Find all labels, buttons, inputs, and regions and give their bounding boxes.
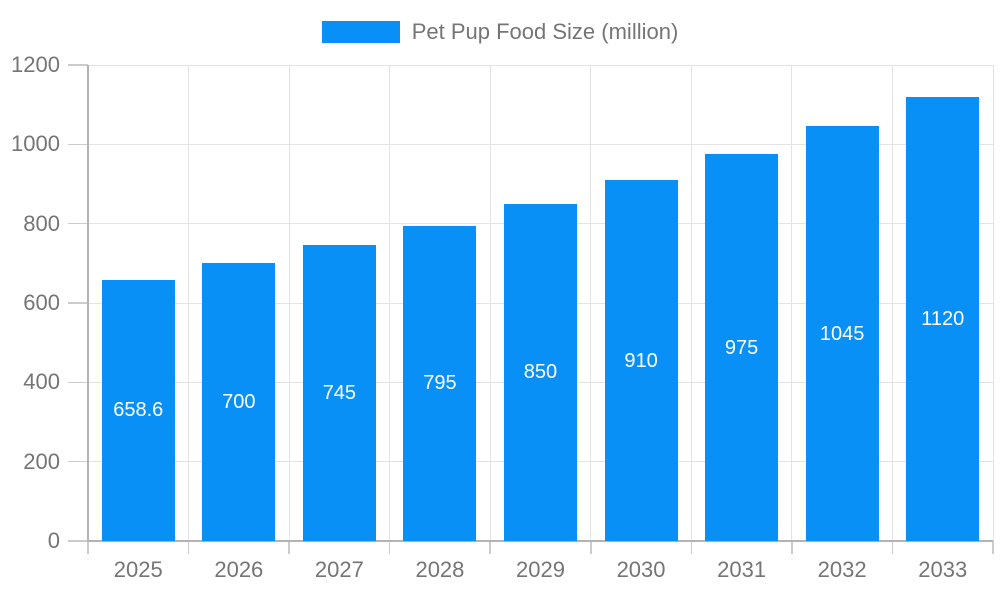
y-tick bbox=[68, 540, 88, 542]
bar[interactable]: 795 bbox=[403, 225, 477, 541]
v-gridline bbox=[288, 65, 290, 541]
y-tick bbox=[68, 381, 88, 384]
x-tick-label: 2026 bbox=[214, 557, 264, 582]
v-gridline bbox=[188, 65, 190, 541]
y-tick-label: 1200 bbox=[11, 52, 60, 77]
bar[interactable]: 700 bbox=[202, 263, 276, 541]
x-tick bbox=[791, 541, 793, 554]
y-tick bbox=[68, 143, 88, 146]
x-tick bbox=[187, 541, 190, 554]
x-tick bbox=[388, 541, 391, 554]
bar-value-label: 1120 bbox=[921, 307, 965, 330]
x-tick-label: 2028 bbox=[415, 557, 465, 582]
bar-value-label: 700 bbox=[222, 391, 256, 414]
bar[interactable]: 658.6 bbox=[101, 279, 175, 541]
x-axis bbox=[88, 540, 993, 542]
plot-area: 0 200 400 600 800 1000 1200 658.6 2025 700 2026 745… bbox=[11, 52, 994, 582]
bar-value-label: 910 bbox=[624, 349, 658, 372]
x-tick bbox=[87, 541, 89, 554]
v-gridline bbox=[791, 65, 793, 541]
v-gridline bbox=[489, 65, 491, 541]
h-gridline bbox=[88, 143, 993, 145]
x-tick bbox=[590, 541, 592, 554]
x-tick bbox=[288, 541, 290, 554]
y-tick bbox=[68, 64, 88, 66]
bar[interactable]: 745 bbox=[302, 245, 376, 541]
chart-legend[interactable]: Pet Pup Food Size (million) bbox=[0, 21, 1000, 43]
y-axis bbox=[87, 65, 89, 542]
v-gridline bbox=[590, 65, 592, 541]
y-tick bbox=[68, 222, 88, 225]
y-tick-label: 0 bbox=[47, 528, 60, 553]
y-tick bbox=[68, 460, 88, 463]
bar-value-label: 975 bbox=[724, 336, 759, 359]
y-tick-label: 400 bbox=[23, 369, 60, 395]
legend-swatch bbox=[321, 21, 400, 43]
bar-value-label: 658.6 bbox=[113, 399, 164, 422]
x-tick-label: 2030 bbox=[616, 557, 666, 582]
y-tick-label: 1000 bbox=[11, 131, 60, 157]
x-tick bbox=[992, 541, 994, 554]
x-tick-label: 2029 bbox=[516, 557, 565, 582]
bar[interactable]: 850 bbox=[503, 203, 577, 541]
v-gridline bbox=[690, 65, 692, 541]
h-gridline bbox=[88, 64, 993, 66]
bar[interactable]: 910 bbox=[604, 180, 678, 541]
x-tick-label: 2025 bbox=[113, 557, 163, 582]
x-tick-label: 2033 bbox=[918, 557, 968, 582]
y-tick-label: 200 bbox=[23, 448, 60, 474]
bar[interactable]: 1120 bbox=[906, 96, 980, 541]
v-gridline bbox=[891, 65, 893, 541]
bar-value-label: 1045 bbox=[819, 322, 865, 345]
y-tick-label: 600 bbox=[23, 290, 60, 315]
x-tick bbox=[489, 541, 491, 554]
x-tick-label: 2031 bbox=[717, 557, 767, 582]
bar-value-label: 745 bbox=[322, 382, 357, 405]
x-tick-label: 2032 bbox=[817, 557, 867, 582]
x-tick bbox=[891, 541, 894, 554]
bar[interactable]: 975 bbox=[705, 154, 779, 541]
y-tick bbox=[68, 302, 88, 304]
legend-label: Pet Pup Food Size (million) bbox=[411, 19, 679, 44]
v-gridline bbox=[992, 65, 994, 541]
x-tick bbox=[690, 541, 693, 554]
bar-value-label: 795 bbox=[423, 372, 457, 395]
bar-value-label: 850 bbox=[523, 361, 558, 384]
bar[interactable]: 1045 bbox=[805, 126, 879, 541]
x-tick-label: 2027 bbox=[314, 557, 364, 582]
y-tick-label: 800 bbox=[23, 210, 60, 236]
v-gridline bbox=[389, 65, 391, 541]
